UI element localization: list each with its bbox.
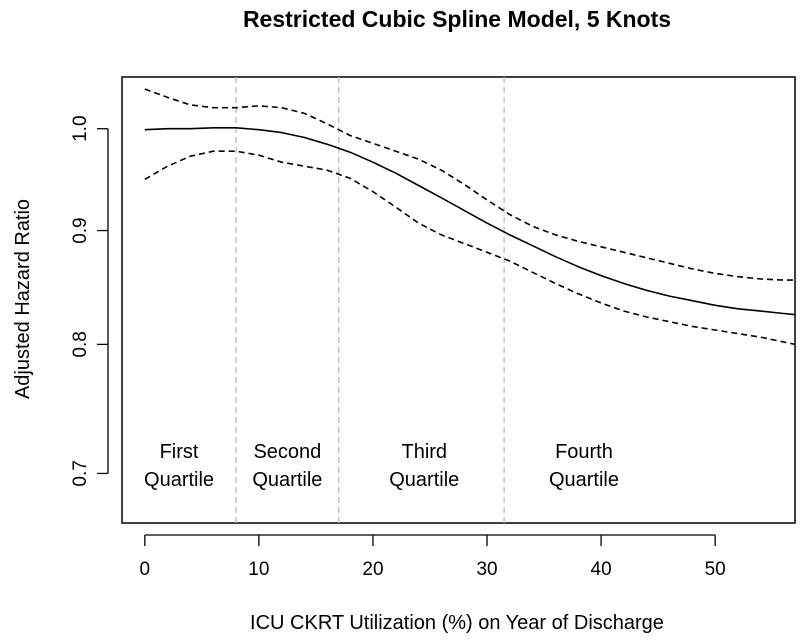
y-tick-label-0.7: 0.7 bbox=[70, 460, 91, 486]
quartile-label-line1-1: First bbox=[160, 441, 199, 463]
quartile-label-line1-3: Third bbox=[401, 441, 447, 463]
x-tick-label-30: 30 bbox=[476, 559, 497, 580]
y-tick-label-0.9: 0.9 bbox=[70, 217, 91, 243]
y-axis-label: Adjusted Hazard Ratio bbox=[12, 199, 34, 399]
chart-title: Restricted Cubic Spline Model, 5 Knots bbox=[243, 6, 671, 32]
plot-frame bbox=[121, 76, 796, 524]
quartile-label-line2-3: Quartile bbox=[389, 469, 459, 491]
quartile-label-line1-4: Fourth bbox=[555, 441, 613, 463]
x-tick-label-0: 0 bbox=[140, 559, 151, 580]
quartile-labels: First Quartile Second Quartile Third Quartile… bbox=[144, 441, 619, 491]
spline-estimate-line bbox=[144, 127, 796, 316]
x-axis: 0 10 20 30 40 50 bbox=[140, 534, 726, 580]
quartile-lines bbox=[235, 77, 505, 523]
quartile-label-line2-4: Quartile bbox=[549, 469, 619, 491]
quartile-label-line2-1: Quartile bbox=[144, 469, 214, 491]
x-tick-label-50: 50 bbox=[705, 559, 726, 580]
series-layer bbox=[144, 88, 796, 346]
quartile-label-line2-2: Quartile bbox=[252, 469, 322, 491]
y-axis: 0.7 0.8 0.9 1.0 bbox=[70, 115, 109, 487]
x-tick-label-10: 10 bbox=[248, 559, 269, 580]
lower-confidence-line bbox=[144, 150, 796, 346]
y-tick-label-0.8: 0.8 bbox=[70, 331, 91, 357]
x-tick-label-40: 40 bbox=[591, 559, 612, 580]
quartile-label-line1-2: Second bbox=[253, 441, 321, 463]
x-axis-label: ICU CKRT Utilization (%) on Year of Disc… bbox=[250, 612, 664, 634]
upper-confidence-line bbox=[144, 88, 795, 281]
y-tick-label-1.0: 1.0 bbox=[70, 115, 91, 141]
x-tick-label-20: 20 bbox=[362, 559, 383, 580]
